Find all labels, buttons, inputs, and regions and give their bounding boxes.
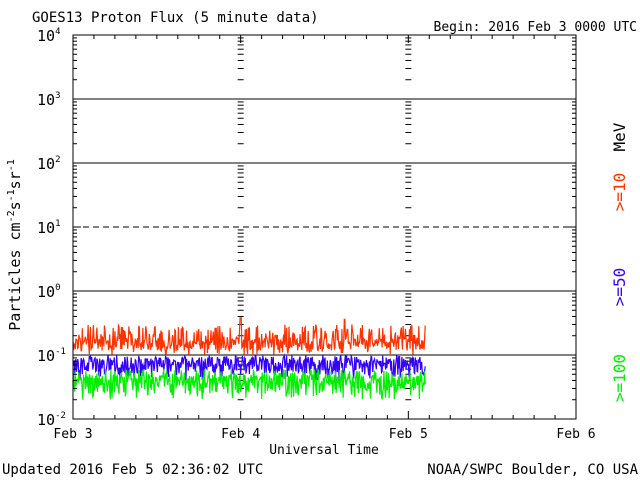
y-tick-exponent: 1 xyxy=(55,219,60,229)
legend-entry: >=50 xyxy=(610,268,629,307)
x-tick-label: Feb 5 xyxy=(389,427,428,442)
y-tick-base: 10 xyxy=(37,155,55,173)
y-tick-exponent: -2 xyxy=(55,411,66,421)
y-tick-exponent: -1 xyxy=(55,347,66,357)
y-tick-label: 101 xyxy=(37,219,60,237)
y-axis-label-s: s xyxy=(6,201,24,210)
y-tick-exponent: 3 xyxy=(55,91,60,101)
series-line xyxy=(72,367,426,401)
x-tick-label: Feb 6 xyxy=(556,427,595,442)
y-axis-label-exp-sr: -1 xyxy=(6,159,17,171)
chart-title: GOES13 Proton Flux (5 minute data) xyxy=(32,10,319,26)
y-tick-base: 10 xyxy=(37,347,55,365)
y-axis-label-main: Particles cm xyxy=(6,222,24,330)
y-tick-label: 103 xyxy=(37,91,60,109)
y-tick-base: 10 xyxy=(37,91,55,109)
y-tick-label: 10-2 xyxy=(37,411,66,429)
legend-unit: MeV xyxy=(610,122,629,151)
legend-entry: >=100 xyxy=(610,354,629,402)
y-tick-base: 10 xyxy=(37,283,55,301)
y-tick-exponent: 2 xyxy=(55,155,60,165)
x-axis-label: Universal Time xyxy=(269,443,379,458)
updated-timestamp: Updated 2016 Feb 5 02:36:02 UTC xyxy=(2,462,263,478)
begin-label: Begin: 2016 Feb 3 0000 UTC xyxy=(434,20,638,35)
source-credit: NOAA/SWPC Boulder, CO USA xyxy=(427,462,638,478)
y-tick-base: 10 xyxy=(37,219,55,237)
y-tick-label: 10-1 xyxy=(37,347,66,365)
series-line xyxy=(72,353,426,381)
y-tick-label: 104 xyxy=(37,27,60,45)
y-tick-base: 10 xyxy=(37,27,55,45)
y-axis-label-sr: sr xyxy=(6,171,24,189)
y-axis-label: Particles cm-2s-1sr-1 xyxy=(6,159,24,331)
legend-entry: >=10 xyxy=(610,173,629,212)
y-tick-exponent: 0 xyxy=(55,283,60,293)
y-tick-base: 10 xyxy=(37,411,55,429)
x-tick-label: Feb 3 xyxy=(53,427,92,442)
y-tick-label: 102 xyxy=(37,155,60,173)
x-tick-label: Feb 4 xyxy=(221,427,260,442)
y-tick-exponent: 4 xyxy=(55,27,60,37)
series-line xyxy=(72,317,426,355)
y-tick-label: 100 xyxy=(37,283,60,301)
y-axis-label-exp-cm: -2 xyxy=(6,210,17,222)
y-axis-label-exp-s: -1 xyxy=(6,189,17,201)
